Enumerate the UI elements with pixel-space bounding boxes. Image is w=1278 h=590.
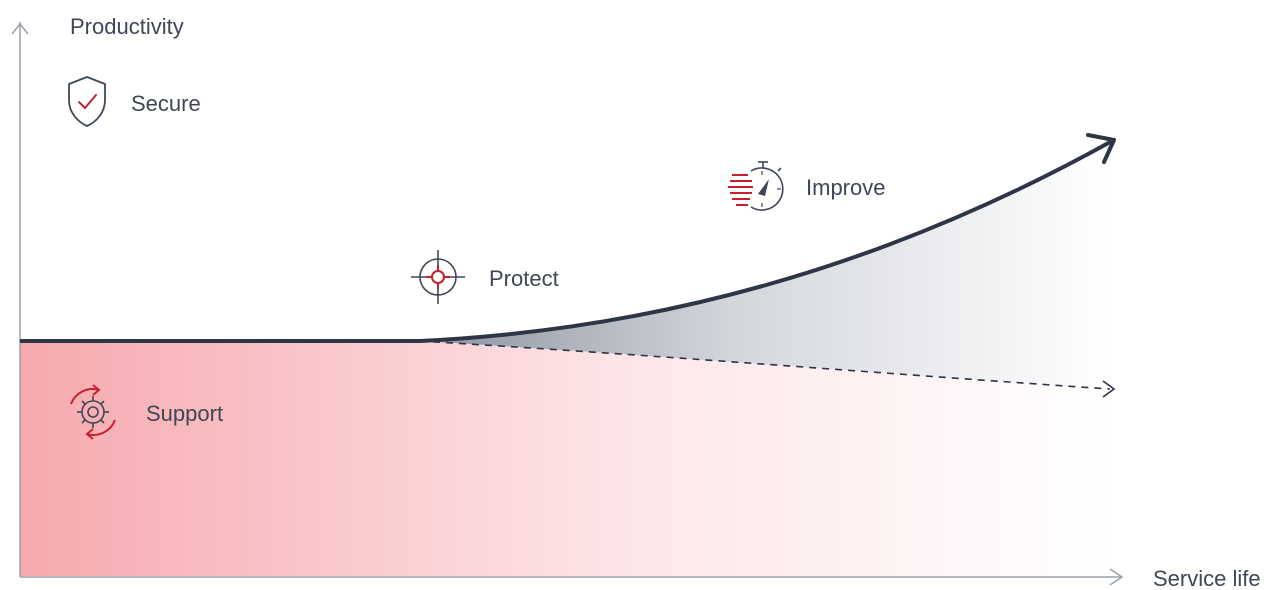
improve-label: Improve (806, 175, 885, 200)
improve-curve (419, 139, 1113, 343)
stopwatch-speed-icon (728, 161, 784, 211)
support-label: Support (146, 401, 223, 426)
decline-arrowhead (1102, 380, 1116, 398)
decline-dashed-line (419, 340, 1111, 390)
support-item: Support (70, 384, 223, 440)
support-region (20, 341, 1110, 576)
x-axis (20, 568, 1124, 586)
y-axis (11, 22, 29, 577)
protect-label: Protect (489, 266, 559, 291)
crosshair-target-icon (411, 250, 465, 304)
x-axis-label: Service life (1153, 566, 1261, 590)
improve-region (420, 142, 1110, 389)
secure-item: Secure (68, 76, 201, 127)
gear-cycle-icon (70, 384, 116, 440)
improve-item: Improve (728, 161, 885, 211)
protect-item: Protect (411, 250, 559, 304)
shield-check-icon (68, 76, 106, 127)
secure-label: Secure (131, 91, 201, 116)
improve-arrowhead (1086, 133, 1116, 164)
y-axis-label: Productivity (70, 14, 184, 39)
